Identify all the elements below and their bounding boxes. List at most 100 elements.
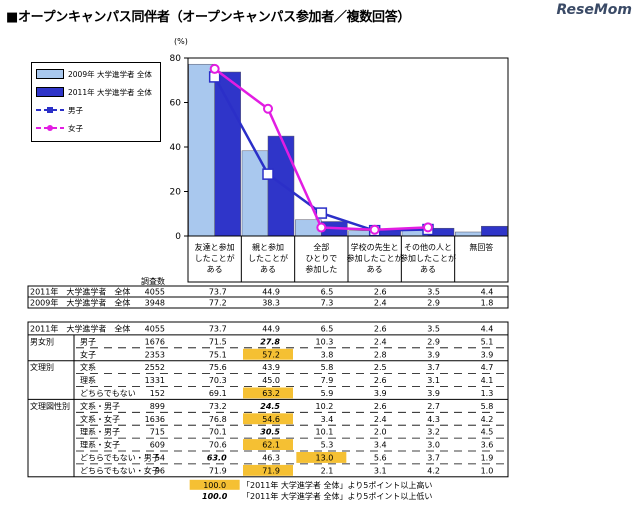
cell-value: 63.0 [207, 454, 227, 463]
cell-value: 73.7 [209, 325, 227, 334]
category-label: 無回答 [469, 242, 493, 252]
category-label: ある [420, 265, 436, 274]
highlight-cell [243, 387, 293, 399]
category-label: その他の人と [404, 242, 452, 252]
cell-value: 5.3 [321, 441, 334, 450]
row-count: 96 [155, 466, 165, 475]
legend-label-2009: 2009年 大学進学者 全体 [68, 69, 152, 79]
top-row-label: 2011年 大学進学者 全体 [30, 287, 130, 297]
highlight-cell [243, 413, 293, 425]
legend-label-female: 女子 [68, 123, 83, 133]
cell-value: 4.7 [481, 363, 494, 372]
bar-2011 [267, 135, 295, 237]
cell-value: 2.6 [374, 325, 387, 334]
category-label: ひとりで [305, 254, 337, 263]
cell-value: 5.9 [321, 389, 334, 398]
cell-value: 75.6 [209, 363, 227, 372]
cell-value: 70.6 [209, 441, 227, 450]
category-label: 友達と参加 [195, 242, 235, 252]
note-lo-sample: 100.0 [202, 492, 228, 501]
top-row-value: 7.3 [321, 299, 334, 308]
cell-value: 5.8 [321, 363, 334, 372]
category-label: 参加したことが [400, 253, 456, 263]
count-header: 調査数 [141, 276, 165, 286]
y-tick-label: 0 [175, 232, 181, 242]
cell-value: 3.7 [427, 454, 440, 463]
row-count: 2353 [145, 350, 165, 359]
cell-value: 2.1 [321, 466, 334, 475]
cell-value: 2.6 [374, 402, 387, 411]
cell-value: 57.2 [262, 350, 280, 359]
bar-2009 [188, 63, 215, 237]
cell-value: 1.9 [481, 454, 494, 463]
highlight-cell [243, 464, 293, 476]
cell-value: 4.4 [481, 325, 494, 334]
row-label: 女子 [80, 349, 96, 359]
top-row-count: 4055 [145, 288, 165, 297]
cell-value: 1.0 [481, 466, 494, 475]
row-count: 1636 [145, 415, 165, 424]
category-label: したことが [195, 253, 235, 263]
row-label: 理系・女子 [80, 440, 120, 450]
group-label: 男女別 [30, 336, 54, 346]
cell-value: 2.8 [374, 350, 387, 359]
top-row-value: 1.8 [481, 299, 494, 308]
row-count: 609 [150, 441, 165, 450]
top-row-value: 77.2 [209, 299, 227, 308]
y-tick-label: 40 [170, 143, 182, 153]
cell-value: 46.3 [262, 454, 280, 463]
cell-value: 4.3 [427, 415, 440, 424]
cell-value: 63.2 [262, 389, 280, 398]
legend-item-2009: 2009年 大学進学者 全体 [36, 69, 152, 79]
cell-value: 3.4 [321, 415, 334, 424]
legend-label-2011: 2011年 大学進学者 全体 [68, 87, 152, 97]
highlight-cell [296, 452, 347, 463]
note-lo-text: 「2011年 大学進学者 全体」より5ポイント以上低い [242, 491, 432, 501]
cell-value: 5.6 [374, 454, 387, 463]
chart-legend: 2009年 大学進学者 全体 2011年 大学進学者 全体 男子 女子 [31, 62, 161, 142]
legend-line-female [36, 125, 64, 131]
legend-line-male [36, 107, 64, 113]
row-label: 理系 [80, 375, 96, 385]
cell-value: 2.7 [427, 402, 440, 411]
cell-value: 45.0 [262, 376, 280, 385]
top-row-value: 73.7 [209, 288, 227, 297]
point-female [209, 63, 220, 74]
legend-item-2011: 2011年 大学進学者 全体 [36, 87, 152, 97]
cell-value: 75.1 [209, 350, 227, 359]
y-tick-label: 80 [170, 54, 182, 64]
group-label: 文理図性別 [30, 401, 70, 411]
cell-value: 3.9 [427, 389, 440, 398]
point-female [369, 224, 380, 235]
top-row-label: 2009年 大学進学者 全体 [30, 298, 130, 308]
cell-value: 2.5 [374, 363, 387, 372]
row-count: 899 [150, 402, 165, 411]
row-count: 1676 [145, 337, 165, 346]
row-label: 文系 [80, 362, 96, 372]
category-label: 親と参加 [252, 242, 284, 252]
top-row-value: 38.3 [262, 299, 280, 308]
cell-value: 70.3 [209, 376, 227, 385]
chart-title: ■オープンキャンパス同伴者（オープンキャンパス参加者／複数回答） [6, 10, 411, 25]
note-hi-swatch [189, 479, 240, 490]
cell-value: 54.6 [262, 415, 280, 424]
category-label: 学校の先生と [351, 242, 399, 252]
cell-value: 10.1 [316, 428, 334, 437]
row-count: 2552 [145, 363, 165, 372]
cell-value: 27.8 [260, 337, 280, 346]
top-row-value: 2.9 [427, 299, 440, 308]
bar-2011 [214, 71, 241, 237]
cell-value: 2.0 [374, 428, 387, 437]
cell-value: 44.9 [262, 325, 280, 334]
cell-value: 2.4 [374, 337, 387, 346]
cell-value: 13.0 [316, 454, 334, 463]
legend-item-male: 男子 [36, 105, 83, 115]
legend-item-female: 女子 [36, 123, 83, 133]
category-label: したことが [248, 253, 288, 263]
cell-value: 4.1 [481, 376, 494, 385]
top-row-count: 3948 [145, 299, 165, 308]
row-label: どちらでもない・女子 [80, 465, 160, 475]
category-label: 全部 [313, 242, 329, 252]
cell-value: 3.9 [427, 350, 440, 359]
row-count: 152 [150, 389, 165, 398]
